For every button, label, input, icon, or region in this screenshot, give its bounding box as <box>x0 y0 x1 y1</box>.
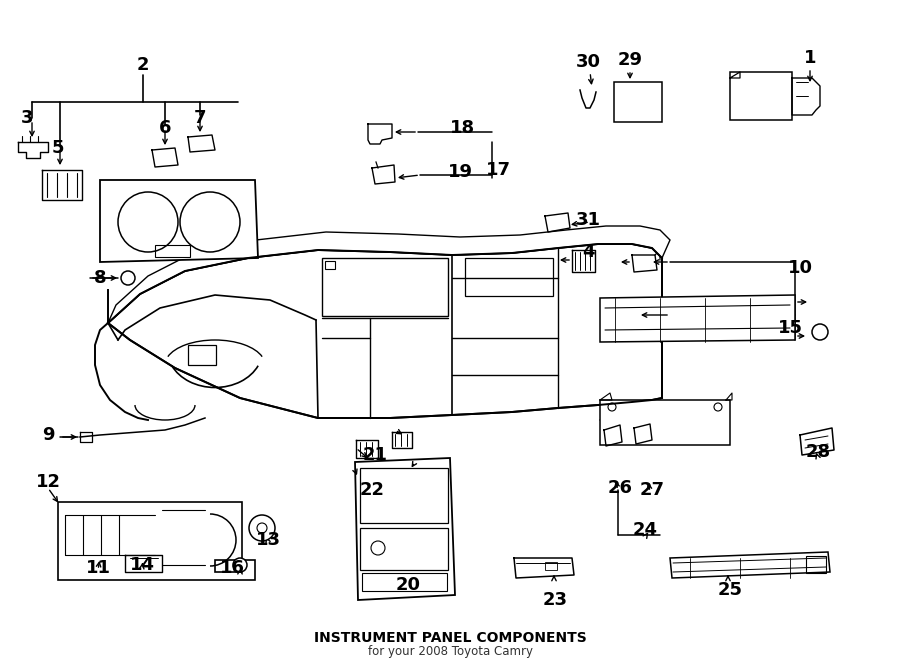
Bar <box>362 573 447 591</box>
Text: 22: 22 <box>359 481 384 499</box>
Bar <box>465 258 553 296</box>
Text: for your 2008 Toyota Camry: for your 2008 Toyota Camry <box>367 646 533 658</box>
Text: 8: 8 <box>94 269 106 287</box>
Text: 19: 19 <box>447 163 473 181</box>
Bar <box>545 562 557 570</box>
Circle shape <box>812 324 828 340</box>
Text: 9: 9 <box>41 426 54 444</box>
Text: 18: 18 <box>449 119 474 137</box>
Polygon shape <box>600 295 795 342</box>
Polygon shape <box>58 502 255 580</box>
Text: 7: 7 <box>194 109 206 127</box>
Text: 31: 31 <box>575 211 600 229</box>
Polygon shape <box>108 226 670 323</box>
Text: 23: 23 <box>543 591 568 609</box>
Text: 14: 14 <box>130 556 155 574</box>
Polygon shape <box>355 458 455 600</box>
Text: 11: 11 <box>86 559 111 577</box>
Bar <box>155 245 190 257</box>
Text: 21: 21 <box>363 446 388 464</box>
Bar <box>322 258 448 316</box>
Circle shape <box>249 515 275 541</box>
Text: 10: 10 <box>788 259 813 277</box>
Text: 20: 20 <box>395 576 420 594</box>
Bar <box>730 72 792 120</box>
Bar <box>600 400 730 445</box>
Text: 27: 27 <box>640 481 664 499</box>
Bar <box>614 82 662 122</box>
Text: 6: 6 <box>158 119 171 137</box>
Bar <box>806 556 826 573</box>
Bar <box>360 468 448 523</box>
Bar <box>360 528 448 570</box>
Text: 13: 13 <box>256 531 281 549</box>
Circle shape <box>233 558 247 572</box>
Text: 4: 4 <box>581 243 594 261</box>
Text: 3: 3 <box>21 109 33 127</box>
Circle shape <box>121 271 135 285</box>
Text: 26: 26 <box>608 479 633 497</box>
Text: 15: 15 <box>778 319 803 337</box>
Text: 28: 28 <box>806 443 831 461</box>
Text: 2: 2 <box>137 56 149 74</box>
Text: 16: 16 <box>220 559 245 577</box>
Text: 1: 1 <box>804 49 816 67</box>
Text: 12: 12 <box>35 473 60 491</box>
Text: INSTRUMENT PANEL COMPONENTS: INSTRUMENT PANEL COMPONENTS <box>313 631 587 645</box>
Text: 17: 17 <box>485 161 510 179</box>
Text: 5: 5 <box>52 139 64 157</box>
Bar <box>188 345 216 365</box>
Text: 29: 29 <box>617 51 643 69</box>
Text: 24: 24 <box>633 521 658 539</box>
Polygon shape <box>670 552 830 578</box>
Text: 30: 30 <box>575 53 600 71</box>
Text: 25: 25 <box>717 581 742 599</box>
Polygon shape <box>108 244 662 418</box>
Polygon shape <box>100 180 258 262</box>
Bar <box>325 261 335 269</box>
